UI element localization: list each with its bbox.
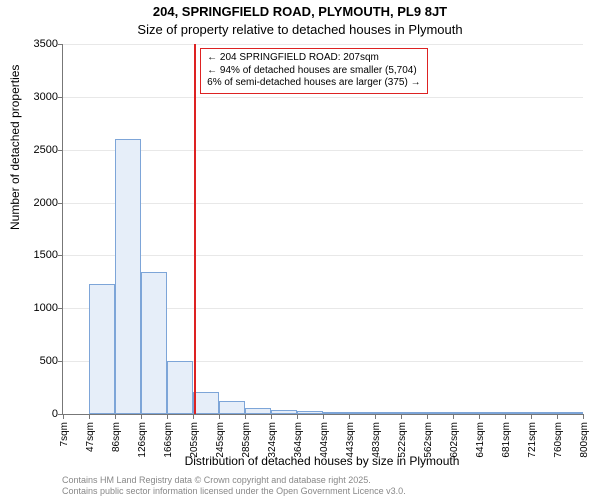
ytick-mark	[58, 203, 63, 204]
xtick-mark	[505, 414, 506, 419]
ytick-label: 3000	[18, 91, 58, 103]
xtick-mark	[297, 414, 298, 419]
xtick-mark	[115, 414, 116, 419]
xtick-mark	[479, 414, 480, 419]
xtick-mark	[141, 414, 142, 419]
xtick-mark	[167, 414, 168, 419]
annotation-line2: ← 94% of detached houses are smaller (5,…	[207, 65, 420, 78]
ytick-label: 1000	[18, 302, 58, 314]
ytick-label: 0	[18, 408, 58, 420]
xtick-mark	[219, 414, 220, 419]
histogram-bar	[141, 272, 167, 414]
xtick-mark	[89, 414, 90, 419]
ytick-label: 500	[18, 355, 58, 367]
histogram-bar	[453, 412, 479, 414]
annotation-box: ← 204 SPRINGFIELD ROAD: 207sqm ← 94% of …	[200, 48, 427, 94]
xtick-label: 641sqm	[475, 422, 486, 467]
histogram-bar	[557, 412, 583, 414]
page-title-line2: Size of property relative to detached ho…	[0, 22, 600, 37]
histogram-bar	[193, 392, 219, 414]
ytick-mark	[58, 150, 63, 151]
plot-area: ← 204 SPRINGFIELD ROAD: 207sqm ← 94% of …	[62, 44, 583, 415]
gridline	[63, 150, 583, 151]
histogram-bar	[401, 412, 427, 414]
ytick-label: 3500	[18, 38, 58, 50]
xtick-label: 166sqm	[163, 422, 174, 467]
histogram-bar	[505, 412, 531, 414]
xtick-label: 602sqm	[449, 422, 460, 467]
gridline	[63, 203, 583, 204]
xtick-label: 522sqm	[397, 422, 408, 467]
footer-line1: Contains HM Land Registry data © Crown c…	[62, 475, 406, 486]
xtick-mark	[401, 414, 402, 419]
histogram-bar	[531, 412, 557, 414]
xtick-mark	[63, 414, 64, 419]
xtick-label: 800sqm	[579, 422, 590, 467]
xtick-label: 285sqm	[241, 422, 252, 467]
xtick-label: 7sqm	[59, 422, 70, 467]
ytick-mark	[58, 44, 63, 45]
xtick-label: 483sqm	[371, 422, 382, 467]
gridline	[63, 44, 583, 45]
xtick-mark	[427, 414, 428, 419]
histogram-bar	[245, 408, 271, 414]
xtick-mark	[583, 414, 584, 419]
gridline	[63, 97, 583, 98]
xtick-label: 324sqm	[267, 422, 278, 467]
histogram-bar	[427, 412, 453, 414]
xtick-mark	[193, 414, 194, 419]
histogram-bar	[271, 410, 297, 414]
xtick-mark	[531, 414, 532, 419]
xtick-mark	[349, 414, 350, 419]
ytick-label: 2000	[18, 197, 58, 209]
xtick-mark	[557, 414, 558, 419]
gridline	[63, 255, 583, 256]
footer-attribution: Contains HM Land Registry data © Crown c…	[62, 475, 406, 497]
histogram-bar	[479, 412, 505, 414]
xtick-label: 760sqm	[553, 422, 564, 467]
xtick-label: 205sqm	[189, 422, 200, 467]
chart-container: 204, SPRINGFIELD ROAD, PLYMOUTH, PL9 8JT…	[0, 0, 600, 500]
histogram-bar	[297, 411, 323, 414]
xtick-label: 443sqm	[345, 422, 356, 467]
xtick-mark	[453, 414, 454, 419]
xtick-mark	[271, 414, 272, 419]
histogram-bar	[167, 361, 193, 414]
xtick-label: 86sqm	[111, 422, 122, 467]
histogram-bar	[219, 401, 245, 414]
xtick-label: 681sqm	[501, 422, 512, 467]
histogram-bar	[375, 412, 401, 414]
xtick-mark	[375, 414, 376, 419]
xtick-label: 364sqm	[293, 422, 304, 467]
xtick-label: 47sqm	[85, 422, 96, 467]
ytick-mark	[58, 255, 63, 256]
page-title-line1: 204, SPRINGFIELD ROAD, PLYMOUTH, PL9 8JT	[0, 4, 600, 19]
footer-line2: Contains public sector information licen…	[62, 486, 406, 497]
marker-line	[194, 44, 196, 414]
annotation-line1: ← 204 SPRINGFIELD ROAD: 207sqm	[207, 52, 420, 65]
ytick-mark	[58, 361, 63, 362]
xtick-label: 126sqm	[137, 422, 148, 467]
xtick-label: 562sqm	[423, 422, 434, 467]
ytick-label: 2500	[18, 144, 58, 156]
xtick-label: 404sqm	[319, 422, 330, 467]
xtick-mark	[323, 414, 324, 419]
annotation-line3: 6% of semi-detached houses are larger (3…	[207, 77, 420, 90]
ytick-label: 1500	[18, 249, 58, 261]
xtick-mark	[245, 414, 246, 419]
histogram-bar	[323, 412, 349, 414]
histogram-bar	[89, 284, 115, 414]
histogram-bar	[349, 412, 375, 414]
xtick-label: 245sqm	[215, 422, 226, 467]
histogram-bar	[115, 139, 141, 414]
ytick-mark	[58, 97, 63, 98]
ytick-mark	[58, 308, 63, 309]
xtick-label: 721sqm	[527, 422, 538, 467]
